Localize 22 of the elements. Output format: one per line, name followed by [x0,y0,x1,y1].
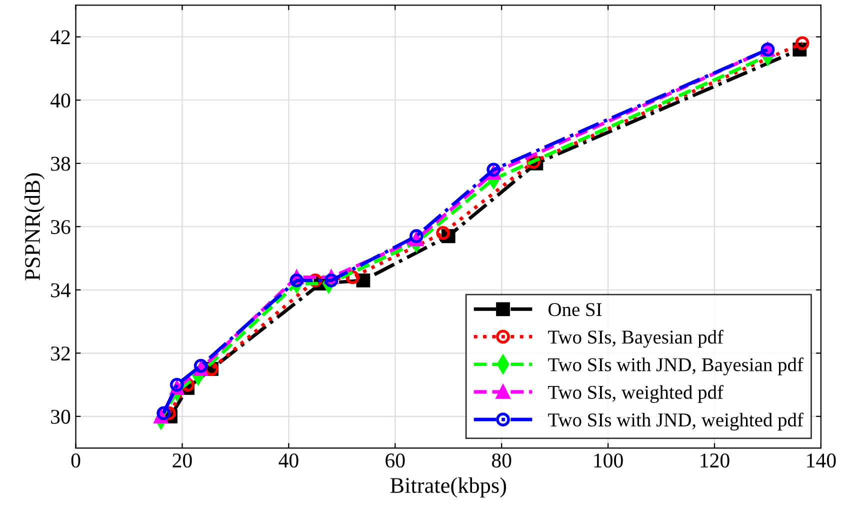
y-tick-label: 36 [51,220,70,234]
legend-label: Two SIs, weighted pdf [548,385,724,403]
y-tick-label: 30 [51,410,70,424]
legend-label: One SI [548,303,602,316]
x-tick-label: 60 [386,453,405,468]
y-tick-label: 40 [50,93,70,108]
y-tick-label: 34 [51,283,71,298]
x-axis-title: Bitrate(kbps) [390,477,506,498]
y-axis-title: PSPNR(dB) [24,173,45,280]
legend-label: Two SIs with JND, weighted pdf [548,412,804,431]
x-tick-label: 40 [278,453,298,468]
y-tick-label: 32 [51,346,70,361]
y-tick-label: 42 [50,30,70,44]
x-tick-label: 140 [807,453,836,468]
x-tick-label: 20 [172,453,192,468]
x-tick-label: 120 [700,453,730,468]
x-tick-label: 100 [594,453,623,468]
x-tick-label: 0 [71,453,80,468]
x-tick-label: 80 [492,453,512,468]
legend-label: Two SIs with JND, Bayesian pdf [548,357,804,376]
y-tick-label: 38 [51,156,70,171]
legend-label: Two SIs, Bayesian pdf [548,330,724,348]
